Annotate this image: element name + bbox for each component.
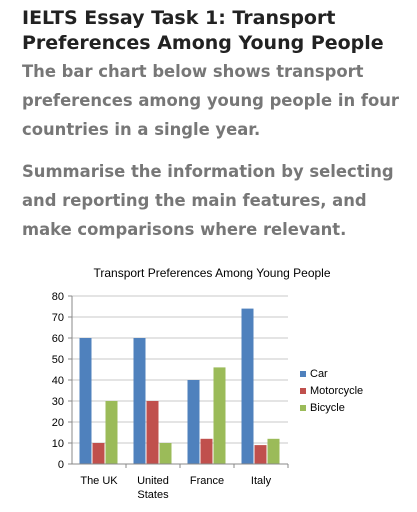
- legend-label-motorcycle: Motorcycle: [310, 385, 363, 397]
- task-description: The bar chart below shows transport pref…: [22, 62, 399, 139]
- legend-label-car: Car: [310, 368, 328, 380]
- y-tick-label: 60: [52, 333, 64, 345]
- legend-label-bicycle: Bicycle: [310, 402, 345, 414]
- x-tick-label: United States: [137, 475, 169, 501]
- page-title: IELTS Essay Task 1: Transport Preference…: [22, 7, 384, 54]
- legend-swatch-motorcycle: [300, 388, 306, 394]
- y-tick-label: 10: [52, 438, 64, 450]
- y-tick-label: 70: [52, 312, 64, 324]
- bar-car-italy: [241, 308, 254, 464]
- x-tick-label: The UK: [80, 475, 118, 487]
- y-tick-label: 50: [52, 354, 64, 366]
- legend-swatch-car: [300, 371, 306, 377]
- x-tick-label: France: [190, 475, 224, 487]
- bar-bicycle-the-uk: [105, 401, 118, 464]
- y-tick-label: 0: [58, 459, 64, 471]
- bar-bicycle-france: [213, 367, 226, 464]
- bar-car-united-states: [133, 338, 146, 464]
- bar-bicycle-united-states: [159, 443, 172, 464]
- bar-motorcycle-united-states: [146, 401, 159, 464]
- chart-title: Transport Preferences Among Young People: [93, 266, 331, 280]
- bar-motorcycle-italy: [254, 445, 267, 464]
- y-tick-label: 40: [52, 375, 64, 387]
- task-instruction: Summarise the information by selecting a…: [22, 162, 394, 239]
- bar-motorcycle-the-uk: [92, 443, 105, 464]
- bar-car-the-uk: [79, 338, 92, 464]
- bar-bicycle-italy: [267, 438, 280, 464]
- bar-car-france: [187, 380, 200, 464]
- bar-motorcycle-france: [200, 438, 213, 464]
- legend-swatch-bicycle: [300, 405, 306, 411]
- x-tick-label: Italy: [251, 475, 272, 487]
- y-tick-label: 20: [52, 417, 64, 429]
- y-tick-label: 80: [52, 291, 64, 303]
- y-tick-label: 30: [52, 396, 64, 408]
